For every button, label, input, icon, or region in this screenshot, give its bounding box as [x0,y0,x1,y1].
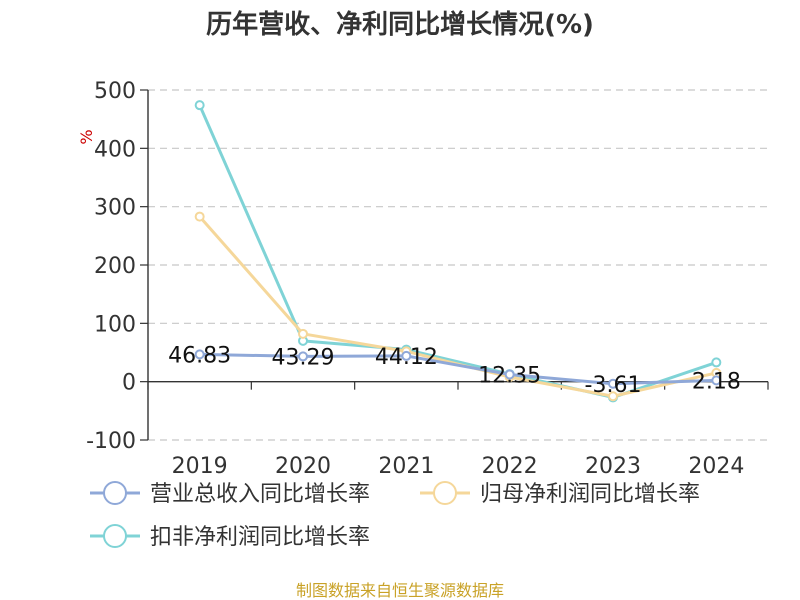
x-tick-label: 2021 [378,454,434,479]
y-axis-unit-label: % [77,129,96,144]
chart-title: 历年营收、净利同比增长情况(%) [206,9,594,40]
data-point [711,357,722,368]
y-tick-label: -100 [86,429,136,454]
data-point [194,349,205,360]
data-point [608,378,618,389]
x-tick-label: 2023 [585,454,641,479]
legend-marker-icon [103,481,127,505]
legend-label: 扣非净利润同比增长率 [150,525,370,550]
x-tick-label: 2022 [482,454,538,479]
axes: 500 400 300 200 100 0 -100 2019 2020 2021 2022 2023… [86,79,769,479]
x-tick-label: 2024 [688,454,744,479]
data-label: 43.29 [272,345,335,370]
data-label: 2.18 [692,369,741,394]
data-point [298,351,308,362]
data-point [711,375,722,386]
y-tick-label: 0 [122,371,136,396]
data-point [194,211,205,222]
data-point [298,328,308,339]
legend-marker-icon [103,524,127,548]
data-point [608,391,618,402]
source-note: 制图数据来自恒生聚源数据库 [296,581,504,600]
data-label: 46.83 [168,343,231,368]
y-tick-label: 300 [94,196,136,221]
legend-item-1[interactable]: 营业总收入同比增长率 [90,481,370,507]
legend-item-2[interactable]: 归母净利润同比增长率 [420,481,700,507]
legend-marker-icon [433,481,457,505]
data-label: -3.61 [585,373,642,398]
series-line-1 [199,352,717,386]
y-tick-label: 200 [94,254,136,279]
y-tick-label: 500 [94,79,136,104]
data-label: 12.35 [478,363,541,388]
x-tick-label: 2020 [275,454,331,479]
x-tick-label: 2019 [172,454,228,479]
data-point [401,350,412,361]
grid [148,89,768,441]
y-tick-label: 400 [94,137,136,162]
y-tick-label: 100 [94,312,136,337]
legend-label: 营业总收入同比增长率 [150,482,370,507]
data-label: 44.12 [375,345,438,370]
data-point [194,100,205,111]
data-point [504,369,515,380]
data-labels: 46.83 43.29 44.12 12.35 -3.61 2.18 [168,343,741,397]
legend-item-3[interactable]: 扣非净利润同比增长率 [90,524,370,550]
series-group [194,100,722,403]
legend-label: 归母净利润同比增长率 [480,482,700,507]
